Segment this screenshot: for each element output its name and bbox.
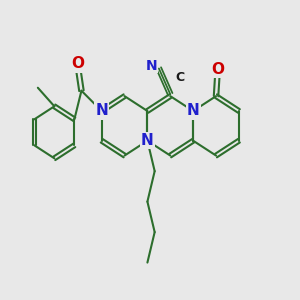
Text: N: N	[146, 58, 158, 73]
Text: O: O	[211, 62, 224, 77]
Text: N: N	[187, 103, 200, 118]
Text: O: O	[71, 56, 84, 71]
Text: N: N	[141, 133, 154, 148]
Text: C: C	[176, 71, 185, 84]
Text: N: N	[95, 103, 108, 118]
